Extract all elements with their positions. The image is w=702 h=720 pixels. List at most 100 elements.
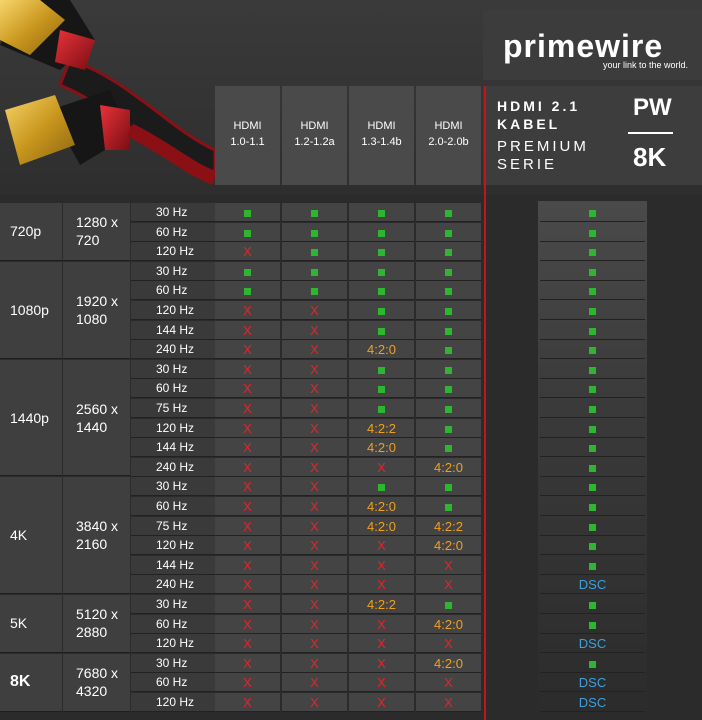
unsupported-icon: X (282, 595, 347, 614)
unsupported-icon: X (282, 320, 347, 340)
unsupported-icon: X (416, 575, 481, 595)
supported-icon (416, 399, 481, 418)
header-hdmi-1-2: HDMI 1.2-1.2a (282, 86, 347, 185)
unsupported-icon: X (215, 242, 280, 262)
supported-icon (540, 615, 645, 634)
unsupported-icon: X (282, 379, 347, 399)
supported-square-icon (378, 210, 385, 218)
supported-icon (282, 242, 347, 262)
supported-square-icon (378, 327, 385, 335)
supported-icon (349, 301, 414, 320)
unsupported-icon: X (349, 614, 414, 634)
dsc-label: DSC (540, 575, 645, 595)
supported-icon (540, 321, 645, 340)
supported-square-icon (311, 249, 318, 257)
supported-square-icon (378, 288, 385, 296)
column-version: 1.0-1.1 (230, 136, 265, 148)
supported-square-icon (589, 327, 596, 335)
supported-square-icon (589, 543, 596, 551)
refresh-rate: 120 Hz (131, 634, 215, 654)
divider (628, 132, 673, 134)
supported-icon (215, 261, 280, 281)
refresh-rate: 240 Hz (131, 457, 215, 477)
resolution-label: 4K (0, 477, 62, 594)
pixel-height: 2880 (76, 624, 108, 641)
refresh-rate: 30 Hz (131, 653, 215, 673)
unsupported-icon: X (215, 673, 280, 693)
supported-square-icon (589, 268, 596, 276)
unsupported-icon: X (349, 457, 414, 477)
column-name: HDMI (233, 120, 262, 132)
supported-icon (416, 595, 481, 614)
pixel-width: 3840 x (76, 518, 119, 535)
supported-square-icon (378, 366, 385, 374)
supported-square-icon (589, 210, 596, 218)
refresh-rate: 120 Hz (131, 536, 215, 556)
pixel-height: 720 (76, 232, 100, 249)
supported-square-icon (445, 445, 452, 453)
supported-icon (349, 281, 414, 301)
supported-square-icon (445, 602, 452, 610)
unsupported-icon: X (282, 673, 347, 693)
supported-square-icon (445, 268, 452, 276)
supported-icon (540, 595, 645, 614)
unsupported-icon: X (215, 457, 280, 477)
refresh-rate: 60 Hz (131, 614, 215, 634)
supported-icon (540, 477, 645, 497)
supported-icon (416, 320, 481, 340)
supported-square-icon (311, 288, 318, 296)
supported-icon (540, 497, 645, 516)
unsupported-icon: X (282, 634, 347, 654)
unsupported-icon: X (416, 693, 481, 712)
supported-icon (416, 261, 481, 281)
unsupported-icon: X (349, 653, 414, 673)
supported-square-icon (445, 386, 452, 394)
unsupported-icon: X (282, 575, 347, 595)
supported-square-icon (445, 484, 452, 492)
supported-square-icon (378, 406, 385, 414)
supported-icon (416, 379, 481, 399)
supported-square-icon (378, 484, 385, 492)
supported-icon (215, 222, 280, 242)
supported-icon (416, 281, 481, 301)
unsupported-icon: X (215, 555, 280, 575)
supported-square-icon (589, 602, 596, 610)
unsupported-icon: X (282, 340, 347, 360)
chroma-subsampling-label: 4:2:0 (416, 653, 481, 673)
refresh-rate: 60 Hz (131, 379, 215, 399)
header-hdmi-1-3: HDMI 1.3-1.4b (349, 86, 414, 185)
unsupported-icon: X (215, 418, 280, 438)
supported-square-icon (244, 288, 251, 296)
supported-icon (349, 477, 414, 497)
unsupported-icon: X (416, 673, 481, 693)
supported-square-icon (445, 229, 452, 237)
unsupported-icon: X (282, 653, 347, 673)
unsupported-icon: X (215, 575, 280, 595)
unsupported-icon: X (282, 301, 347, 320)
unsupported-icon: X (416, 634, 481, 654)
chroma-subsampling-label: 4:2:0 (416, 536, 481, 556)
premium-line-2: KABEL (497, 116, 561, 132)
supported-square-icon (589, 366, 596, 374)
supported-square-icon (244, 268, 251, 276)
pixel-width: 2560 x (76, 400, 119, 417)
supported-icon (540, 654, 645, 673)
pixel-dimensions: 2560 x 1440 (63, 359, 130, 477)
supported-square-icon (378, 249, 385, 257)
unsupported-icon: X (282, 457, 347, 477)
supported-square-icon (311, 210, 318, 218)
column-name: HDMI (300, 120, 329, 132)
dsc-label: DSC (540, 693, 645, 712)
pixel-dimensions: 3840 x 2160 (63, 477, 130, 594)
refresh-rate: 30 Hz (131, 477, 215, 497)
supported-square-icon (311, 229, 318, 237)
unsupported-icon: X (215, 438, 280, 458)
unsupported-icon: X (215, 614, 280, 634)
supported-square-icon (378, 268, 385, 276)
supported-icon (540, 458, 645, 477)
supported-icon (416, 497, 481, 516)
pixel-height: 1080 (76, 310, 108, 327)
unsupported-icon: X (215, 399, 280, 418)
supported-icon (282, 261, 347, 281)
column-version: 1.3-1.4b (361, 136, 402, 148)
